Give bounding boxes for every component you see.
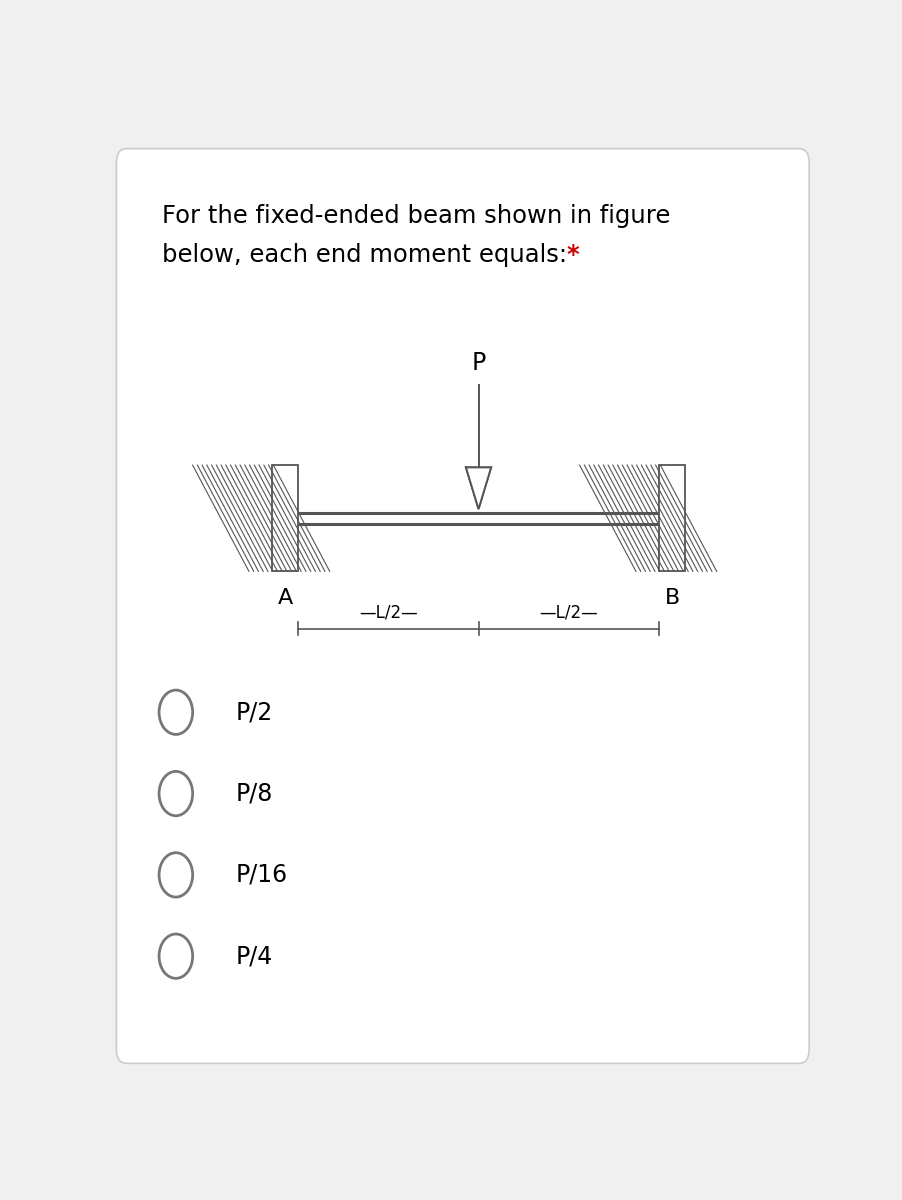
Text: P: P xyxy=(471,350,485,374)
Polygon shape xyxy=(465,467,491,509)
Text: P/16: P/16 xyxy=(235,863,287,887)
Text: B: B xyxy=(664,588,679,608)
Text: A: A xyxy=(277,588,292,608)
Bar xyxy=(658,466,685,571)
Text: For the fixed-ended beam shown in figure: For the fixed-ended beam shown in figure xyxy=(161,204,669,228)
Text: *: * xyxy=(566,242,578,266)
Bar xyxy=(272,466,298,571)
Text: P/4: P/4 xyxy=(235,944,272,968)
Text: below, each end moment equals:: below, each end moment equals: xyxy=(161,242,574,266)
Text: —L/2—: —L/2— xyxy=(359,604,418,622)
FancyBboxPatch shape xyxy=(116,149,808,1063)
Text: —L/2—: —L/2— xyxy=(538,604,597,622)
Text: P/8: P/8 xyxy=(235,781,272,805)
Text: P/2: P/2 xyxy=(235,701,272,725)
